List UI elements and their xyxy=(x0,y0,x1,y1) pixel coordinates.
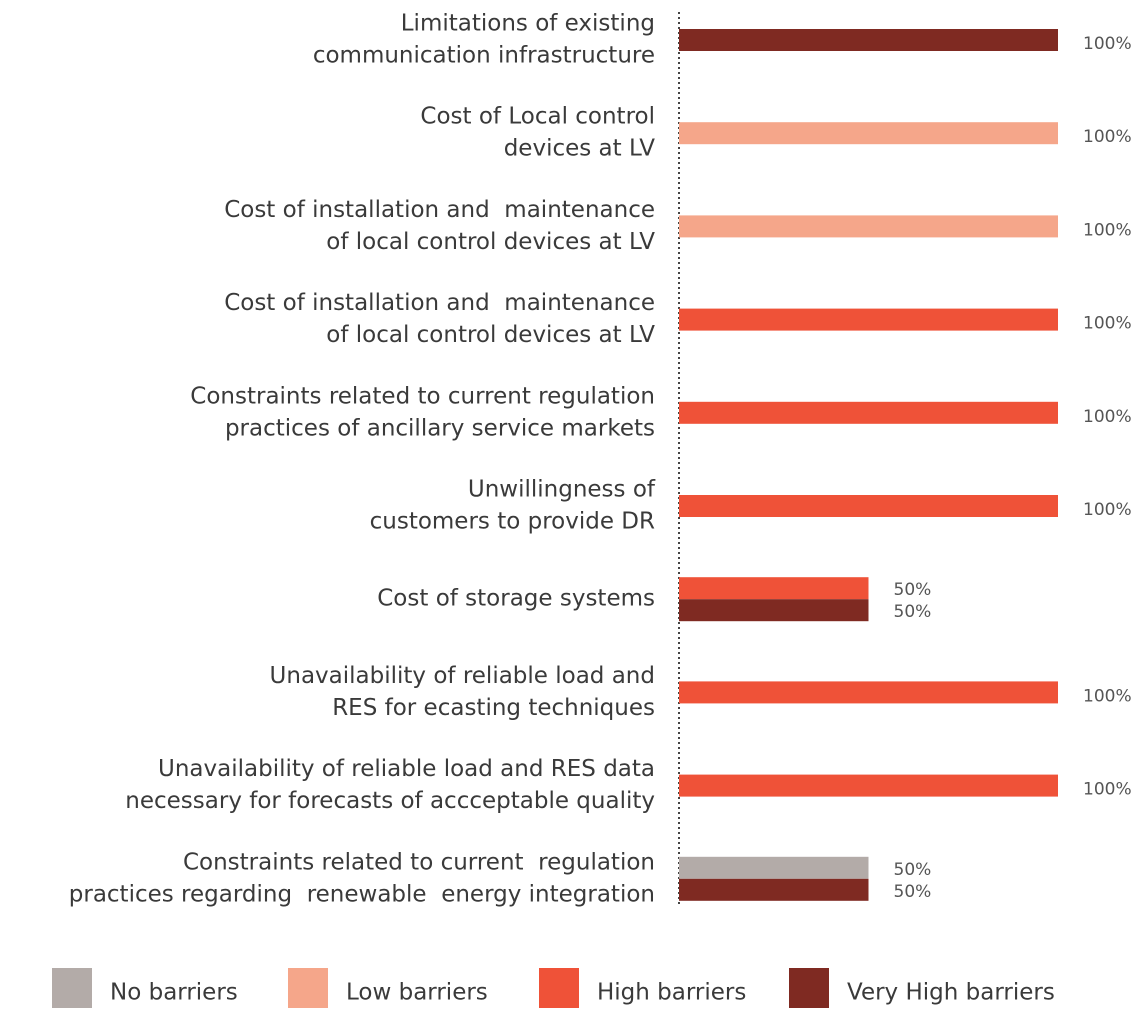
category-label: customers to provide DR xyxy=(370,509,655,535)
legend-label: No barriers xyxy=(110,980,238,1006)
value-label: 50% xyxy=(894,882,932,902)
category-label: Constraints related to current regulatio… xyxy=(183,849,655,875)
legend-label: Very High barriers xyxy=(847,980,1055,1006)
legend-label: High barriers xyxy=(597,980,746,1006)
category-label: Unavailability of reliable load and xyxy=(270,663,655,689)
value-label: 50% xyxy=(894,580,932,600)
value-label: 100% xyxy=(1083,314,1132,334)
value-label: 50% xyxy=(894,602,932,622)
legend-swatch xyxy=(288,968,328,1008)
category-label: of local control devices at LV xyxy=(326,229,655,255)
value-label: 50% xyxy=(894,860,932,880)
bar xyxy=(679,215,1058,238)
value-label: 100% xyxy=(1083,127,1132,147)
bar xyxy=(679,122,1058,145)
category-label: practices regarding renewable energy int… xyxy=(69,881,655,907)
category-label: Cost of installation and maintenance xyxy=(224,290,655,316)
category-label: Unwillingness of xyxy=(468,477,656,503)
bar xyxy=(679,856,869,879)
category-label: communication infrastructure xyxy=(313,43,655,69)
bar xyxy=(679,401,1058,424)
legend-swatch xyxy=(52,968,92,1008)
category-label: Unavailability of reliable load and RES … xyxy=(158,756,655,782)
legend-swatch xyxy=(789,968,829,1008)
value-label: 100% xyxy=(1083,500,1132,520)
category-label: devices at LV xyxy=(504,136,656,162)
category-label: Cost of installation and maintenance xyxy=(224,197,655,223)
value-label: 100% xyxy=(1083,407,1132,427)
bar xyxy=(679,308,1058,331)
value-label: 100% xyxy=(1083,220,1132,240)
value-label: 100% xyxy=(1083,686,1132,706)
bar xyxy=(679,495,1058,517)
category-label: necessary for forecasts of accceptable q… xyxy=(125,788,655,814)
bar xyxy=(679,29,1058,51)
bar xyxy=(679,577,869,600)
bar xyxy=(679,599,869,622)
legend-swatch xyxy=(539,968,579,1008)
category-label: Limitations of existing xyxy=(401,11,655,37)
bar xyxy=(679,774,1058,797)
value-label: 100% xyxy=(1083,780,1132,800)
category-label: RES for ecasting techniques xyxy=(332,695,655,721)
legend-label: Low barriers xyxy=(346,980,488,1006)
category-label: Cost of storage systems xyxy=(377,586,655,612)
category-label: Cost of Local control xyxy=(420,104,655,130)
bar xyxy=(679,681,1058,704)
value-label: 100% xyxy=(1083,34,1132,54)
category-label: Constraints related to current regulatio… xyxy=(190,383,655,409)
category-label: practices of ancillary service markets xyxy=(225,415,655,441)
category-label: of local control devices at LV xyxy=(326,322,655,348)
bar xyxy=(679,878,869,901)
